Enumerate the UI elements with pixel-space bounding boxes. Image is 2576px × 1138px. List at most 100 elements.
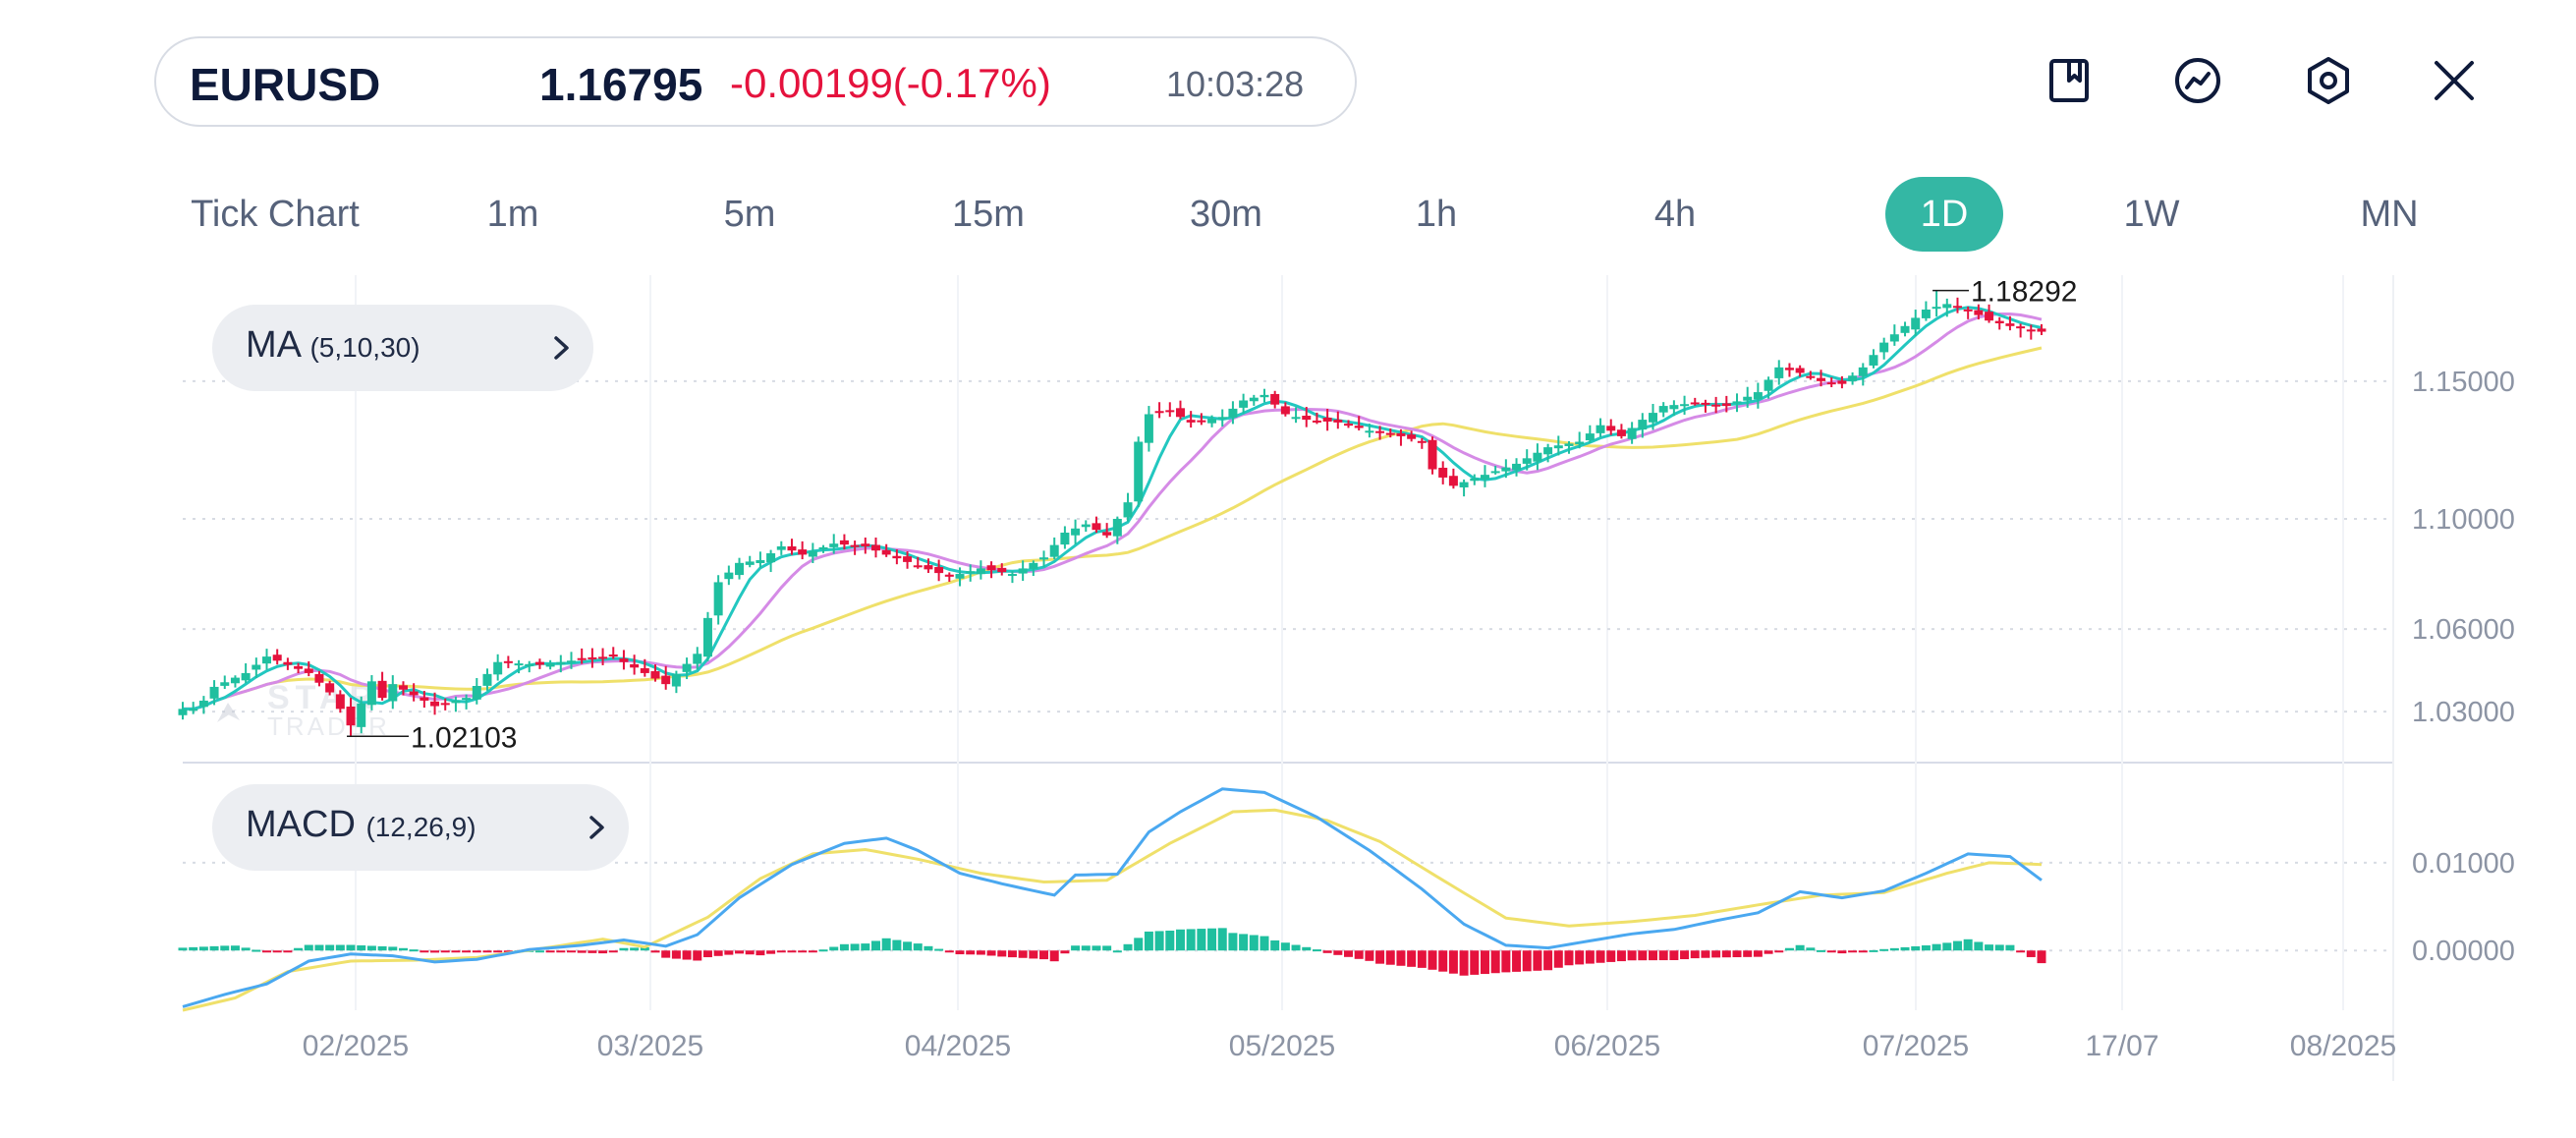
macd-indicator-pill[interactable]: MACD (12,26,9) — [212, 784, 629, 871]
candle-body — [357, 703, 366, 727]
candle-body — [1784, 368, 1794, 370]
macd-histogram-bar — [1207, 928, 1217, 951]
tab-15m[interactable]: 15m — [952, 194, 1025, 235]
macd-histogram-bar — [472, 950, 481, 953]
macd-histogram-bar — [1533, 950, 1542, 971]
candle-body — [409, 691, 419, 696]
timeframe-tabs: Tick Chart 1m 5m 15m 30m 1h 4h 1D 1W MN — [0, 177, 2576, 256]
candle-body — [567, 660, 577, 663]
candle — [1932, 290, 1941, 317]
candle — [241, 663, 251, 683]
tab-1h[interactable]: 1h — [1415, 194, 1458, 235]
candle-body — [661, 675, 671, 685]
macd-histogram-bar — [189, 946, 198, 951]
macd-histogram-bar — [682, 950, 692, 960]
indicator-icon[interactable] — [2168, 51, 2227, 110]
tab-tick-chart[interactable]: Tick Chart — [191, 194, 360, 235]
candle-body — [1512, 463, 1522, 471]
candle — [1071, 519, 1081, 544]
candle — [976, 560, 985, 580]
macd-histogram-bar — [1154, 931, 1164, 951]
macd-histogram-bar — [1417, 950, 1427, 968]
candle-body — [693, 654, 702, 664]
macd-histogram-bar — [1102, 945, 1112, 951]
bookmark-icon[interactable] — [2040, 51, 2099, 110]
ma-indicator-pill[interactable]: MA (5,10,30) — [212, 305, 593, 391]
candle — [1438, 461, 1448, 484]
candle-body — [1701, 402, 1710, 405]
candle — [1921, 301, 1931, 321]
macd-histogram-bar — [1900, 946, 1910, 951]
macd-histogram-bar — [1784, 947, 1794, 951]
candle-body — [314, 673, 324, 683]
candle-body — [934, 567, 944, 574]
candle — [745, 555, 755, 568]
candle — [1795, 365, 1805, 377]
macd-histogram-bar — [1994, 944, 2004, 951]
candle-body — [881, 549, 891, 555]
candle — [1942, 298, 1952, 317]
tab-mn[interactable]: MN — [2360, 194, 2419, 235]
close-icon[interactable] — [2425, 51, 2484, 110]
candle-body — [1060, 532, 1070, 545]
candle-body — [1144, 414, 1153, 443]
candle — [482, 668, 492, 691]
macd-histogram-bar — [325, 944, 335, 951]
candle-body — [1175, 408, 1185, 418]
candle — [1092, 516, 1101, 534]
candle — [2016, 323, 2026, 338]
candle — [1480, 465, 1489, 487]
macd-histogram-bar — [1596, 950, 1605, 963]
macd-histogram-bar — [1858, 950, 1868, 953]
macd-histogram-bar — [1459, 950, 1469, 976]
candle — [198, 696, 208, 714]
tab-1w[interactable]: 1W — [2123, 194, 2180, 235]
macd-histogram-bar — [409, 949, 419, 952]
candle-body — [1081, 524, 1091, 528]
candle-body — [1228, 408, 1238, 418]
tab-1d[interactable]: 1D — [1885, 177, 2003, 252]
tab-5m[interactable]: 5m — [723, 194, 776, 235]
macd-histogram-bar — [1260, 936, 1269, 951]
macd-histogram-bar — [640, 947, 649, 951]
candle — [1186, 411, 1196, 428]
ma10-line — [183, 313, 2043, 711]
candle-body — [619, 658, 629, 662]
macd-histogram-bar — [955, 950, 965, 955]
candle — [1889, 324, 1899, 346]
candle-body — [818, 546, 828, 549]
macd-histogram-bar — [230, 945, 240, 951]
macd-histogram-bar — [1312, 949, 1321, 952]
candle-body — [1837, 380, 1847, 384]
candle — [493, 654, 503, 681]
macd-histogram-bar — [503, 950, 513, 953]
macd-histogram-bar — [693, 950, 702, 961]
candle-body — [745, 561, 755, 565]
candle-body — [577, 657, 587, 660]
macd-histogram-bar — [451, 950, 461, 953]
candle-body — [1260, 394, 1269, 398]
candle — [1701, 399, 1710, 413]
macd-histogram-bar — [1963, 939, 1973, 951]
candle — [1217, 409, 1227, 427]
candle-body — [766, 553, 776, 563]
candle — [1239, 393, 1249, 414]
candle-body — [1952, 306, 1962, 309]
macd-histogram-bar — [1228, 933, 1238, 951]
candle — [335, 690, 345, 713]
candle — [1144, 406, 1153, 452]
candle-body — [388, 684, 398, 702]
candle — [1806, 370, 1816, 380]
tab-30m[interactable]: 30m — [1190, 194, 1262, 235]
macd-histogram-bar — [567, 950, 577, 953]
tab-4h[interactable]: 4h — [1653, 194, 1697, 235]
tab-1m[interactable]: 1m — [486, 194, 539, 235]
candle-body — [1627, 427, 1637, 439]
candle — [1900, 321, 1910, 337]
macd-histogram-bar — [766, 950, 776, 954]
candle-body — [1680, 404, 1690, 407]
settings-icon[interactable] — [2299, 51, 2358, 110]
ticker-bar[interactable]: EURUSD 1.16795 -0.00199(-0.17%) 10:03:28 — [154, 36, 1357, 127]
date-tick-label: 02/2025 — [303, 1030, 409, 1062]
